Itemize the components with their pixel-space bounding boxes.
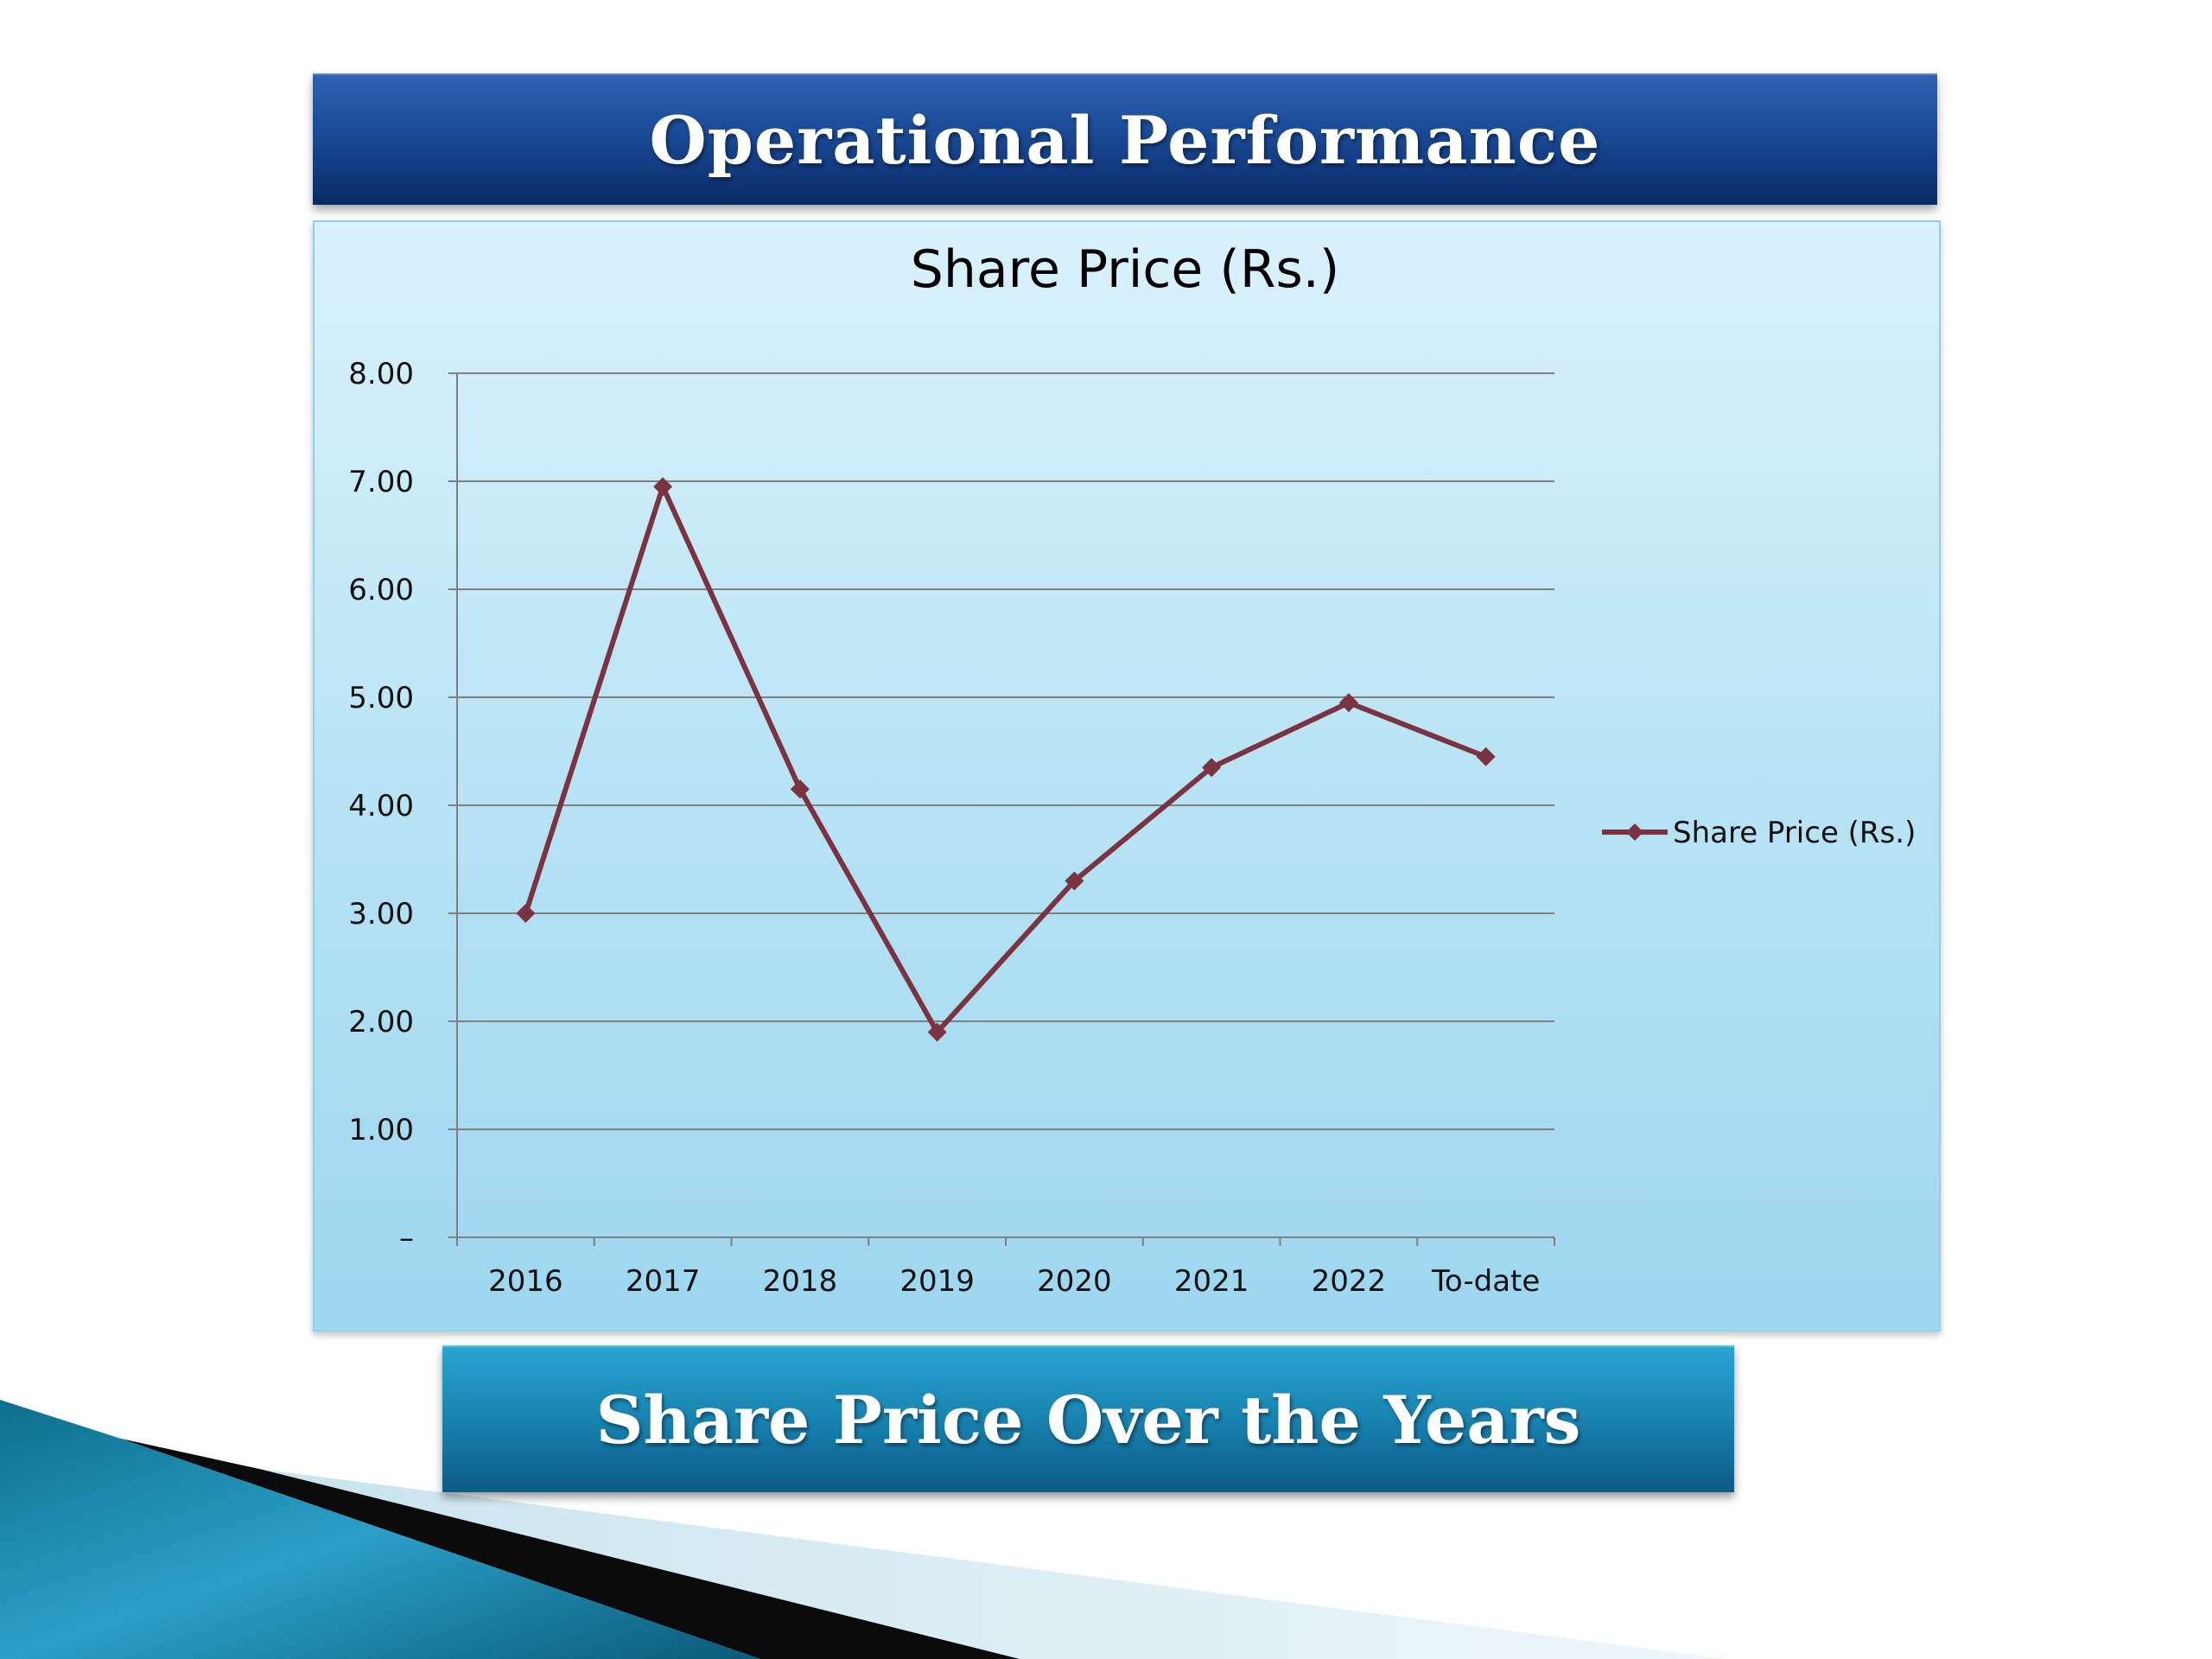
y-tick-label: 4.00 [348, 789, 414, 823]
series-line [523, 484, 1487, 1035]
x-tick-label: To-date [1431, 1264, 1540, 1299]
axes [448, 373, 1555, 1246]
y-tick-label: 5.00 [348, 681, 414, 715]
gridlines [448, 372, 1554, 1130]
series-share-price [516, 477, 1496, 1042]
x-tick-label: 2021 [1174, 1264, 1249, 1299]
swoosh-dark-band [121, 1439, 1020, 1659]
y-tick-labels: – 1.00 2.00 3.00 4.00 5.00 6.00 7.00 8.00 [348, 357, 414, 1255]
x-tick-labels: 2016 2017 2018 2019 2020 2021 2022 To-date [488, 1264, 1540, 1299]
y-tick-label: 2.00 [348, 1005, 414, 1039]
chart-title: Share Price (Rs.) [911, 239, 1340, 300]
legend: Share Price (Rs.) [1602, 816, 1916, 850]
y-tick-label: 7.00 [348, 465, 414, 499]
data-point-marker [653, 477, 673, 497]
x-tick-label: 2022 [1312, 1264, 1387, 1299]
x-tick-label: 2017 [626, 1264, 701, 1299]
legend-label: Share Price (Rs.) [1673, 816, 1916, 850]
data-point-marker [1202, 758, 1222, 778]
data-point-marker [927, 1022, 947, 1042]
legend-marker-diamond [1626, 823, 1643, 841]
chart-panel: Share Price (Rs.) – 1.00 2.00 3.00 4.00 5.00 6… [313, 220, 1941, 1332]
y-tick-label: 3.00 [348, 897, 414, 931]
data-point-marker [1065, 871, 1084, 891]
data-point-marker [1338, 693, 1358, 713]
x-tick-label: 2018 [763, 1264, 838, 1299]
y-tick-label: 8.00 [348, 357, 414, 391]
swoosh-teal-band [0, 1400, 760, 1659]
data-point-marker [790, 779, 810, 799]
data-point-marker [516, 904, 536, 923]
y-tick-label: 6.00 [348, 573, 414, 607]
x-tick-label: 2016 [488, 1264, 563, 1299]
x-tick-label: 2020 [1037, 1264, 1112, 1299]
title-banner: Operational Performance [313, 73, 1937, 205]
y-tick-label: 1.00 [348, 1113, 414, 1147]
slide-title: Operational Performance [649, 101, 1601, 179]
share-price-chart: Share Price (Rs.) – 1.00 2.00 3.00 4.00 5.00 6… [348, 239, 1916, 1299]
slide-caption: Share Price Over the Years [595, 1381, 1581, 1459]
caption-banner: Share Price Over the Years [442, 1345, 1734, 1492]
data-point-marker [1476, 747, 1496, 766]
y-tick-label: – [399, 1221, 414, 1255]
x-tick-label: 2019 [899, 1264, 975, 1299]
